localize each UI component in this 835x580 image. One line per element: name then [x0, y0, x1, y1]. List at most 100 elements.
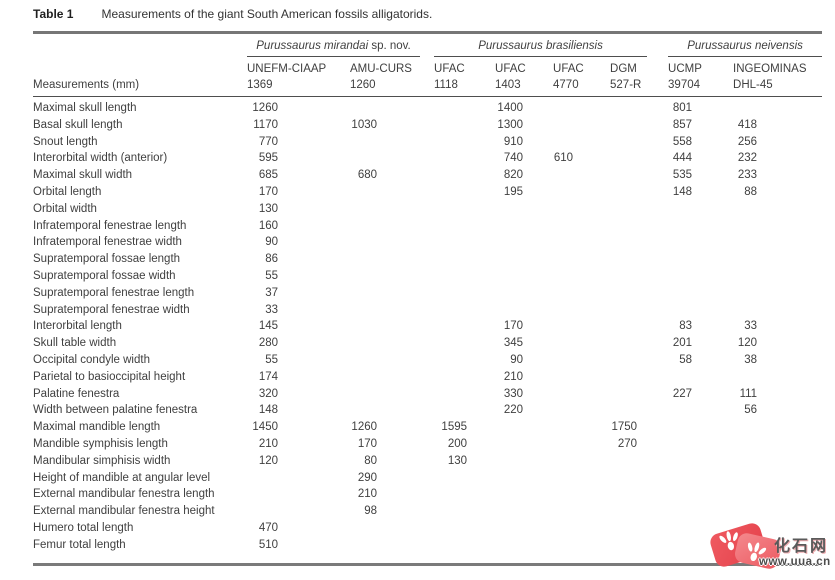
value-cell: [495, 302, 553, 319]
value-cell: [733, 302, 822, 319]
value-cell: 232: [737, 152, 758, 165]
value-cell: 80: [364, 454, 378, 467]
value-cell: [733, 97, 822, 117]
table-row: Basal skull length 1170 1030 1300 857 418: [33, 117, 822, 134]
value-cell: 740: [503, 152, 524, 165]
value-cell: [553, 369, 610, 386]
measurement-label: Mandible symphisis length: [33, 437, 168, 450]
value-cell: [495, 419, 553, 436]
value-cell: [553, 302, 610, 319]
value-cell: [610, 318, 668, 335]
value-cell: [668, 436, 733, 453]
value-cell: 770: [258, 135, 278, 148]
table-title: Table 1 Measurements of the giant South A…: [33, 7, 432, 22]
measurement-label: Interorbital width (anterior): [33, 152, 168, 165]
value-cell: [350, 302, 434, 319]
measurement-label: External mandibular fenestra length: [33, 488, 215, 501]
value-cell: [495, 537, 553, 554]
value-cell: [610, 251, 668, 268]
measurement-label: Maximal mandible length: [33, 421, 161, 434]
value-cell: [434, 117, 495, 134]
value-cell: [350, 234, 434, 251]
value-cell: 685: [258, 169, 278, 182]
value-cell: 418: [737, 118, 758, 131]
species-group-header: Purussaurus mirandai sp. nov.: [247, 34, 434, 57]
value-cell: 1300: [497, 118, 524, 131]
measurement-label: Femur total length: [33, 538, 126, 551]
table-number: Table 1: [33, 7, 74, 21]
value-cell: 910: [503, 135, 524, 148]
species-group-header: Purussaurus neivensis: [668, 34, 823, 57]
value-cell: 1170: [253, 118, 278, 131]
value-cell: [434, 520, 495, 537]
value-cell: [668, 369, 733, 386]
value-cell: [733, 251, 822, 268]
table-row: Maximal skull length 1260 1400 801: [33, 97, 822, 117]
value-cell: [495, 470, 553, 487]
value-cell: [553, 218, 610, 235]
value-cell: [610, 150, 668, 167]
value-cell: [610, 386, 668, 403]
value-cell: [610, 184, 668, 201]
value-cell: 270: [617, 437, 638, 450]
value-cell: 470: [258, 521, 278, 534]
footprint-icon: [719, 531, 738, 551]
measurement-label: Skull table width: [33, 337, 117, 350]
measurement-label: Maximal skull length: [33, 102, 137, 114]
table-row: Supratemporal fossae width 55: [33, 268, 822, 285]
watermark-site-name: 化石网: [774, 538, 829, 555]
value-cell: [434, 486, 495, 503]
value-cell: 510: [258, 538, 278, 551]
watermark: 化石网 www.uua.cn: [708, 521, 835, 578]
value-cell: 90: [265, 236, 278, 249]
value-cell: [610, 134, 668, 151]
value-cell: [733, 268, 822, 285]
table-row: Mandibular simphisis width 120 80 130: [33, 453, 822, 470]
value-cell: [495, 234, 553, 251]
value-cell: [434, 201, 495, 218]
value-cell: 444: [672, 152, 693, 165]
value-cell: [553, 234, 610, 251]
specimen-column-header: UFAC 4770: [553, 57, 611, 97]
value-cell: [610, 234, 668, 251]
value-cell: [610, 402, 668, 419]
value-cell: [553, 537, 610, 554]
value-cell: 130: [447, 454, 468, 467]
value-cell: [350, 150, 434, 167]
value-cell: [733, 234, 822, 251]
value-cell: [668, 402, 733, 419]
table-row: Interorbital length 145 170 83 33: [33, 318, 822, 335]
table-row: Mandible symphisis length 210 170 200 270: [33, 436, 822, 453]
measurement-label: Occipital condyle width: [33, 353, 150, 366]
value-cell: [495, 251, 553, 268]
table-row: Orbital length 170 195 148 88: [33, 184, 822, 201]
value-cell: [553, 201, 610, 218]
value-cell: [495, 285, 553, 302]
table-row: Snout length 770 910 558 256: [33, 134, 822, 151]
value-cell: 345: [503, 337, 524, 350]
value-cell: 174: [258, 370, 278, 383]
value-cell: [733, 503, 822, 520]
value-cell: [610, 285, 668, 302]
table-row: Supratemporal fossae length 86: [33, 251, 822, 268]
value-cell: 290: [357, 471, 378, 484]
value-cell: [610, 268, 668, 285]
value-cell: [350, 184, 434, 201]
value-cell: [668, 302, 733, 319]
value-cell: 111: [739, 387, 758, 400]
value-cell: [553, 503, 610, 520]
value-cell: [610, 335, 668, 352]
value-cell: 256: [737, 135, 758, 148]
value-cell: [553, 285, 610, 302]
value-cell: 210: [258, 437, 278, 450]
value-cell: [350, 402, 434, 419]
table-row: Palatine fenestra 320 330 227 111: [33, 386, 822, 403]
table-row: Maximal skull width 685 680 820 535 233: [33, 167, 822, 184]
table-row: Supratemporal fenestrae width 33: [33, 302, 822, 319]
measurement-label: Supratemporal fenestrae width: [33, 303, 190, 316]
value-cell: [668, 470, 733, 487]
measurement-label: Mandibular simphisis width: [33, 454, 171, 467]
value-cell: 90: [510, 353, 524, 366]
value-cell: [610, 369, 668, 386]
value-cell: [733, 436, 822, 453]
